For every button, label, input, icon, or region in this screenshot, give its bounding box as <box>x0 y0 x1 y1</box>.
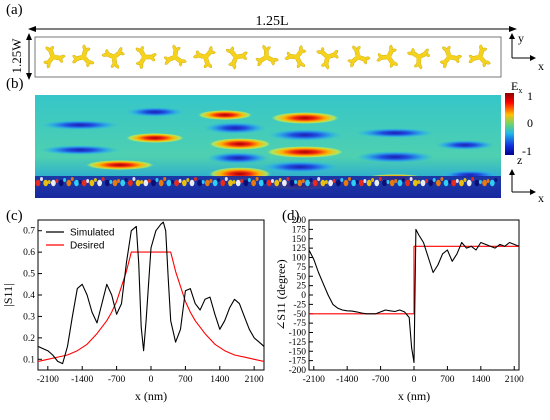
x-tick-label: 700 <box>178 375 193 385</box>
metasurface-elements <box>43 44 491 70</box>
meta-atom-15 <box>468 44 491 68</box>
y-tick-label: -200 <box>289 366 307 376</box>
y-tick-label: 0 <box>301 291 306 301</box>
field-blob-2 <box>40 145 120 155</box>
colorbar-tick-top: 1 <box>527 89 533 103</box>
meta-atom-6 <box>192 46 216 69</box>
y-tick-label: 0.2 <box>23 334 35 344</box>
x-tick-label: 700 <box>440 375 455 385</box>
field-blob-6 <box>197 110 253 120</box>
field-blob-17 <box>355 151 435 163</box>
field-blob-3 <box>125 133 185 143</box>
field-blob-16 <box>355 128 435 138</box>
x-axis-label: x (nm) <box>398 389 430 403</box>
y-tick-label: 125 <box>292 244 307 254</box>
y-tick-label: 200 <box>292 216 307 226</box>
field-blob-9 <box>206 152 270 164</box>
y-tick-label: -125 <box>289 338 307 348</box>
y-tick-label: -175 <box>289 357 307 367</box>
series-line-simulated <box>38 221 264 365</box>
y-tick-label: -75 <box>293 319 306 329</box>
y-tick-label: 0.6 <box>23 248 35 258</box>
y-axis-label: ∠S11 (degree) <box>275 259 288 330</box>
height-label: 1.25W <box>9 38 24 74</box>
y-tick-label: 175 <box>292 225 307 235</box>
axis-z-label: z <box>517 153 522 167</box>
x-tick-label: 1400 <box>471 375 490 385</box>
meta-atom-7 <box>226 46 248 70</box>
x-tick-label: -700 <box>372 375 390 385</box>
x-tick-label: 1400 <box>210 375 229 385</box>
field-blob-11 <box>270 112 340 124</box>
width-label: 1.25L <box>255 14 288 29</box>
meta-atom-12 <box>376 44 398 68</box>
chart-magnitude: -2100 -1400 -700 0 700 1400 2100 0.1 0.2 0.3 0.4 0.… <box>1 219 265 403</box>
field-blob-8 <box>208 138 272 150</box>
series-line-target <box>309 245 519 315</box>
x-tick-label: -1400 <box>71 375 93 385</box>
field-blob-7 <box>203 122 267 134</box>
field-blob-5 <box>85 160 155 170</box>
meta-atom-10 <box>316 47 339 70</box>
field-blob-19 <box>435 140 495 150</box>
field-blob-13 <box>265 146 345 158</box>
legend-entry: Simulated <box>70 228 114 239</box>
meta-atom-4 <box>135 46 157 70</box>
meta-atom-11 <box>347 45 371 68</box>
y-tick-label: -100 <box>289 329 307 339</box>
y-tick-label: 100 <box>292 254 307 264</box>
y-tick-label: 75 <box>297 263 307 273</box>
x-tick-label: 0 <box>412 375 417 385</box>
x-tick-label: -1400 <box>336 375 358 385</box>
legend-entry: Desired <box>70 241 104 252</box>
meta-atom-2 <box>72 44 95 68</box>
y-tick-label: 25 <box>297 282 307 292</box>
panel-d-letter: (d) <box>282 208 300 224</box>
axis-x-label-b: x <box>538 191 544 205</box>
meta-atom-3 <box>101 47 125 69</box>
y-tick-label: -50 <box>293 310 306 320</box>
meta-atom-1 <box>43 46 66 69</box>
colorbar-tick-mid: 0 <box>527 116 533 130</box>
y-tick-label: 0.4 <box>23 291 35 301</box>
colorbar-tick-bottom: -1 <box>522 144 532 158</box>
x-axis-label: x (nm) <box>135 389 167 403</box>
meta-atom-14 <box>439 46 463 69</box>
meta-atom-9 <box>284 45 307 68</box>
x-tick-label: 2100 <box>245 375 264 385</box>
field-blob-14 <box>260 161 340 173</box>
field-blob-1 <box>40 120 120 130</box>
y-tick-label: 150 <box>292 235 307 245</box>
panel-a-figure: 1.25L 1.25W y x <box>9 14 544 80</box>
field-blob-4 <box>125 107 185 117</box>
panel-a-letter: (a) <box>6 2 23 18</box>
chart-phase: -2100 -1400 -700 0 700 1400 2100-200-175-150-1… <box>275 216 524 403</box>
y-tick-label: 50 <box>297 272 307 282</box>
y-tick-label: 0.3 <box>23 312 35 322</box>
panel-b-letter: (b) <box>6 76 24 92</box>
x-tick-label: -2100 <box>37 375 59 385</box>
y-tick-label: 0.5 <box>23 270 35 280</box>
x-tick-label: 0 <box>149 375 154 385</box>
x-tick-label: -700 <box>108 375 126 385</box>
y-tick-label: 0.7 <box>23 227 35 237</box>
y-axis-label: |S11| <box>1 283 15 306</box>
panel-c-letter: (c) <box>6 208 23 224</box>
meta-atom-5 <box>164 44 187 67</box>
meta-atom-8 <box>255 44 279 67</box>
meta-atom-13 <box>407 47 430 70</box>
y-tick-label: -25 <box>293 300 306 310</box>
series-line-result <box>309 228 519 364</box>
x-tick-label: 2100 <box>505 375 524 385</box>
y-tick-label: 0.1 <box>23 355 35 365</box>
colorbar-title: Ex <box>511 80 522 95</box>
y-tick-label: -150 <box>289 347 307 357</box>
x-tick-label: -2100 <box>303 375 325 385</box>
axis-y-label: y <box>518 31 524 45</box>
panel-b-field-map: Ex 1 0 -1 z x <box>35 80 544 205</box>
field-blob-12 <box>267 129 343 141</box>
axis-x-label: x <box>538 59 544 73</box>
